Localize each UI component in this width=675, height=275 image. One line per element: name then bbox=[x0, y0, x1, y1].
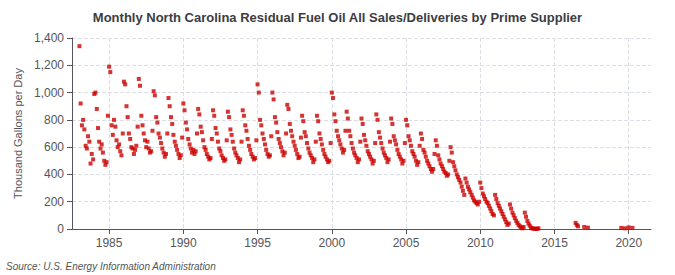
svg-text:200: 200 bbox=[44, 195, 64, 209]
svg-text:Thousand Gallons per Day: Thousand Gallons per Day bbox=[12, 68, 24, 199]
svg-text:1985: 1985 bbox=[96, 236, 123, 250]
svg-text:800: 800 bbox=[44, 113, 64, 127]
svg-text:2020: 2020 bbox=[615, 236, 642, 250]
svg-text:2000: 2000 bbox=[318, 236, 345, 250]
svg-text:600: 600 bbox=[44, 140, 64, 154]
svg-text:2005: 2005 bbox=[393, 236, 420, 250]
svg-text:2015: 2015 bbox=[541, 236, 568, 250]
svg-text:1995: 1995 bbox=[244, 236, 271, 250]
svg-text:1,400: 1,400 bbox=[34, 31, 64, 45]
svg-text:1,200: 1,200 bbox=[34, 58, 64, 72]
svg-text:0: 0 bbox=[57, 222, 64, 236]
svg-text:1,000: 1,000 bbox=[34, 86, 64, 100]
svg-text:2010: 2010 bbox=[467, 236, 494, 250]
svg-text:400: 400 bbox=[44, 167, 64, 181]
svg-text:1990: 1990 bbox=[170, 236, 197, 250]
svg-text:Monthly North Carolina Residua: Monthly North Carolina Residual Fuel Oil… bbox=[93, 10, 582, 25]
svg-text:Source: U.S. Energy Informatio: Source: U.S. Energy Information Administ… bbox=[6, 261, 216, 272]
